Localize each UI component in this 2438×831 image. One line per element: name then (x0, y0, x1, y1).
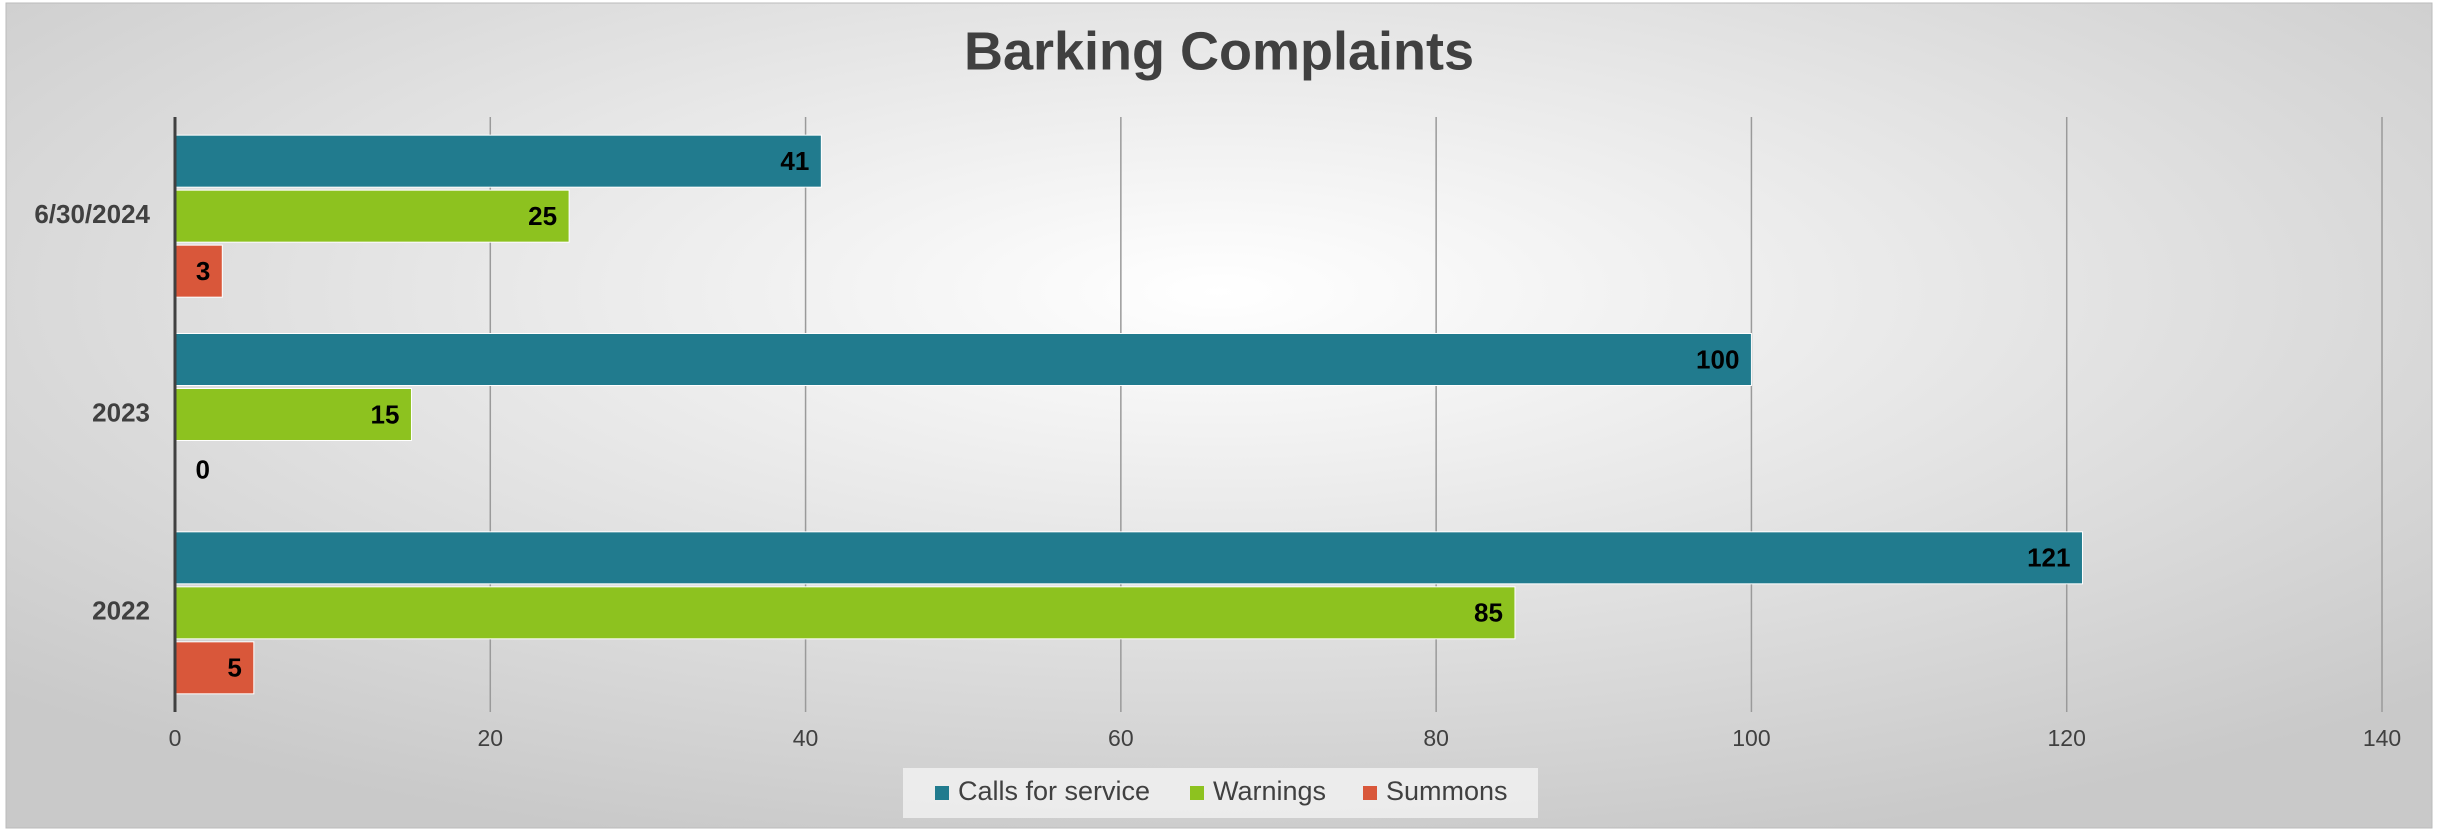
data-label: 0 (196, 454, 210, 484)
x-tick-label: 0 (169, 725, 182, 751)
y-tick-label: 6/30/2024 (34, 199, 150, 229)
y-tick-label: 2023 (92, 397, 150, 427)
y-tick-label: 2022 (92, 596, 150, 626)
chart-title: Barking Complaints (964, 21, 1474, 81)
x-tick-label: 80 (1423, 725, 1449, 751)
x-tick-label: 20 (477, 725, 503, 751)
legend-swatch (1190, 786, 1204, 800)
legend-box (903, 768, 1538, 818)
bar (174, 586, 1516, 640)
legend-label: Calls for service (958, 776, 1150, 806)
bar (174, 388, 412, 441)
data-label: 5 (227, 653, 241, 683)
data-label: 121 (2027, 543, 2070, 573)
data-label: 41 (780, 146, 809, 176)
bar (174, 134, 822, 188)
data-label: 3 (196, 256, 210, 286)
data-label: 100 (1696, 344, 1739, 374)
data-label: 25 (528, 201, 557, 231)
x-tick-label: 40 (793, 725, 819, 751)
x-tick-label: 100 (1732, 725, 1770, 751)
bar (174, 189, 570, 243)
bar (174, 641, 255, 695)
bar (174, 333, 1752, 386)
data-label: 85 (1474, 598, 1503, 628)
bar (174, 244, 223, 298)
data-label: 15 (371, 399, 400, 429)
legend: Calls for service Warnings Summons (903, 768, 1538, 818)
bar (174, 531, 2083, 585)
legend-label: Warnings (1213, 776, 1326, 806)
x-tick-label: 60 (1108, 725, 1134, 751)
x-tick-label: 120 (2048, 725, 2086, 751)
legend-label: Summons (1386, 776, 1508, 806)
x-tick-label: 140 (2363, 725, 2401, 751)
legend-swatch (935, 786, 949, 800)
legend-swatch (1363, 786, 1377, 800)
